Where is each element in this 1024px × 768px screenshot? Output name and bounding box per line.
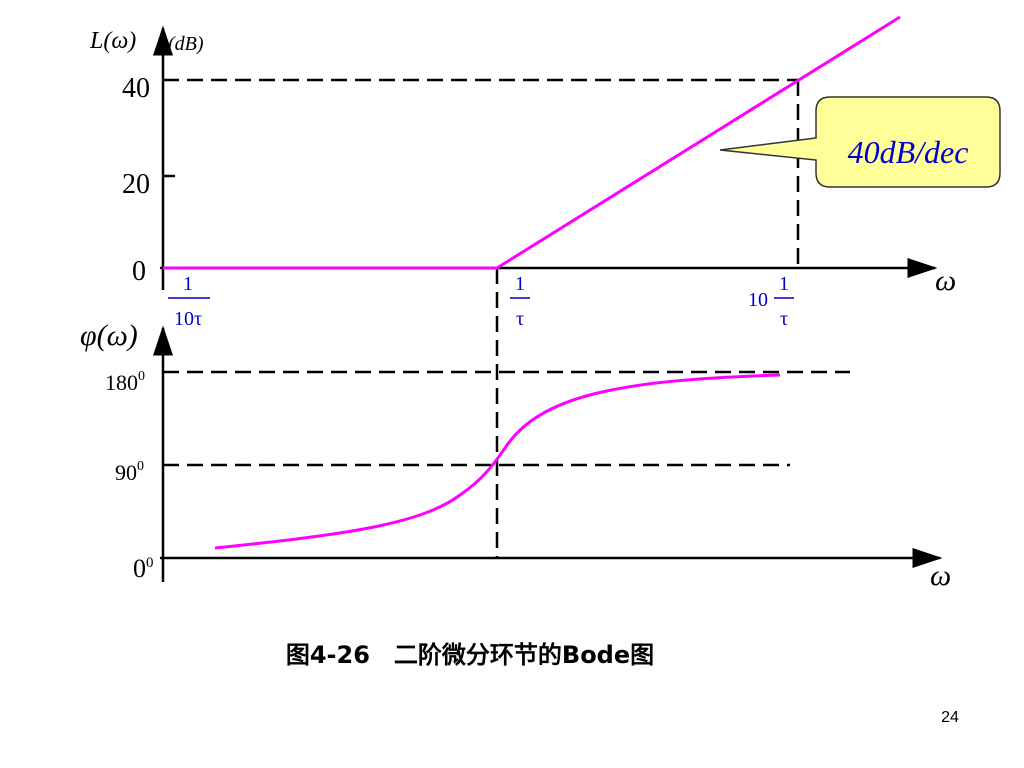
x-label: ω (935, 264, 956, 297)
x-tick-num: 1 (515, 273, 525, 295)
x-tick-den: 10τ (174, 308, 202, 330)
y-tick-label: 20 (122, 169, 150, 200)
page-number: 24 (941, 709, 959, 726)
y-label: φ(ω) (80, 319, 138, 352)
tick-base: 90 (115, 460, 137, 485)
y-unit: (dB) (168, 33, 204, 55)
y-tick-label: 00 (133, 554, 154, 583)
tick-sup: 0 (137, 459, 144, 474)
y-tick-label: 1800 (105, 369, 145, 395)
callout-text: 40dB/dec (848, 134, 969, 170)
x-tick-den: τ (516, 308, 524, 330)
phase-curve (214, 373, 781, 550)
tick-base: 0 (133, 554, 146, 583)
magnitude-curve (163, 15, 901, 270)
caption: 图4-26 二阶微分环节的Bode图 (286, 641, 654, 669)
callout (719, 96, 1001, 188)
x-tick-num: 1 (779, 273, 789, 295)
y-label: L(ω) (89, 28, 136, 54)
y-tick-label: 0 (132, 256, 146, 287)
x-tick-num: 1 (183, 273, 193, 295)
y-tick-label: 900 (115, 459, 144, 485)
tick-sup: 0 (146, 555, 154, 571)
x-tick-den: τ (780, 308, 788, 330)
tick-sup: 0 (138, 369, 145, 384)
x-tick-prefix: 10 (748, 289, 768, 311)
tick-base: 180 (105, 370, 138, 395)
y-tick-label: 40 (122, 73, 150, 104)
x-label: ω (930, 559, 951, 592)
